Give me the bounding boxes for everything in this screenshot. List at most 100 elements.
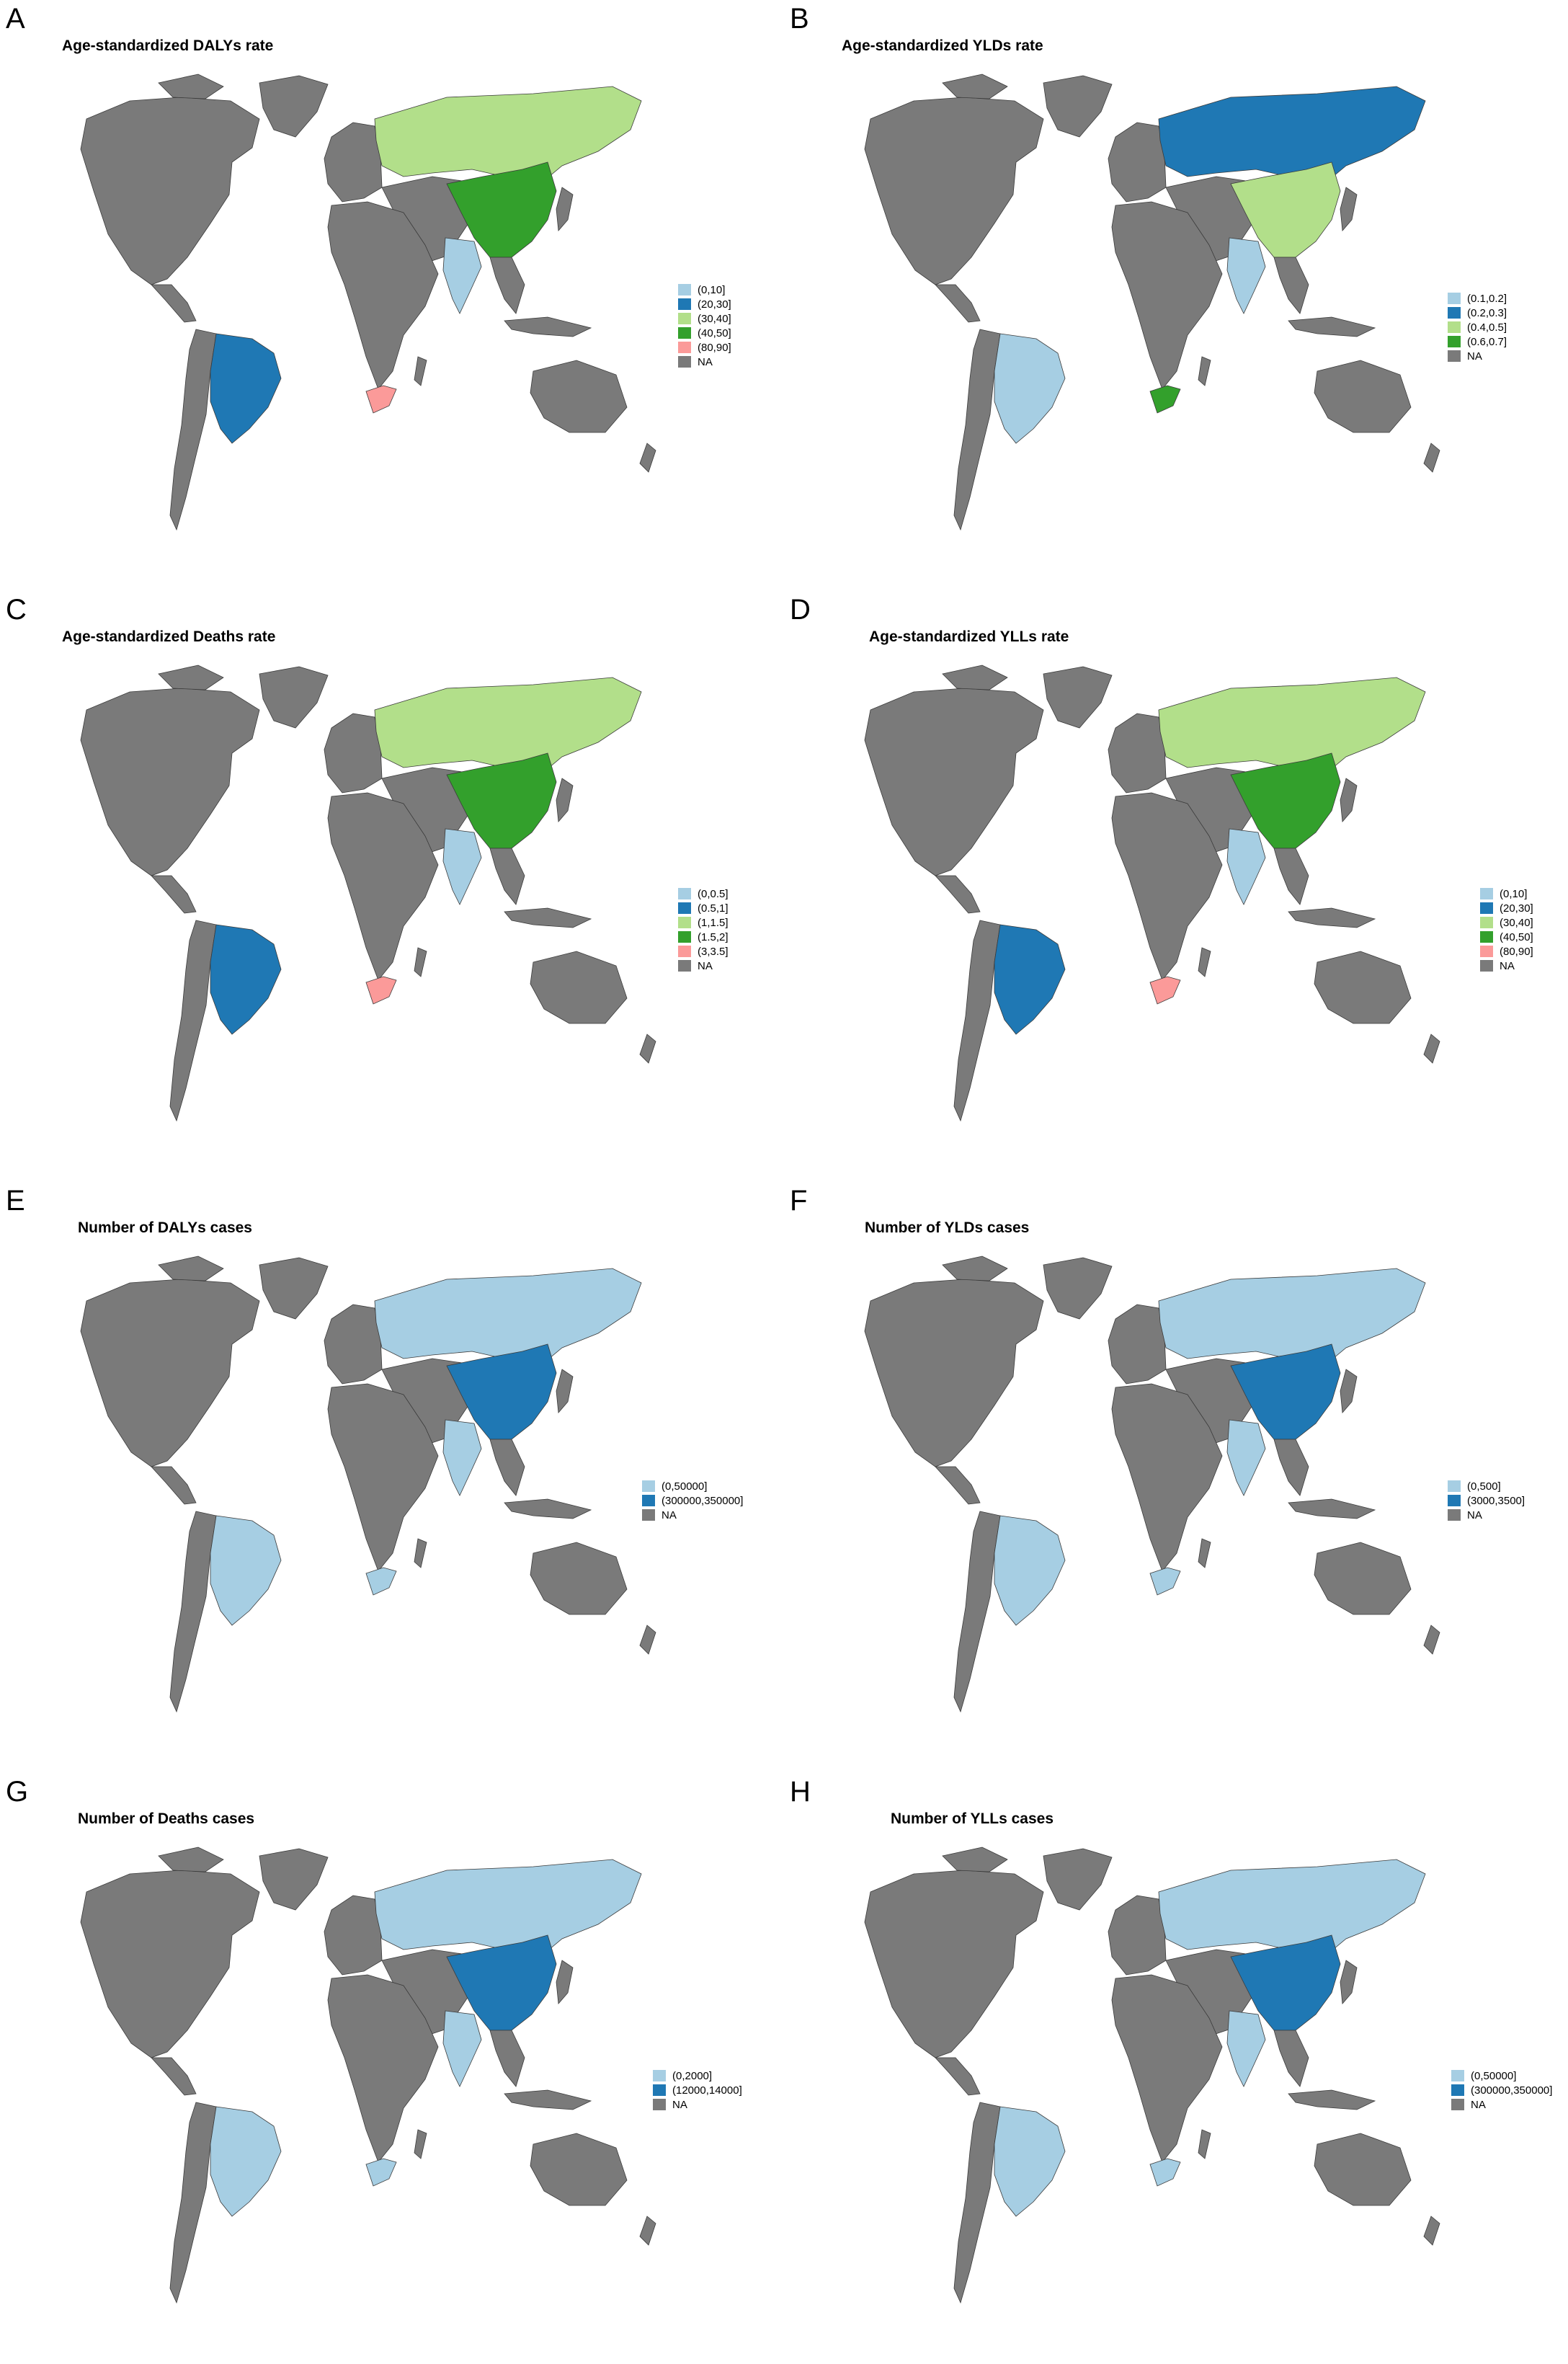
legend-label: (20,30] bbox=[698, 298, 731, 311]
map-region-north-america bbox=[864, 97, 1044, 285]
map-region-north-america bbox=[864, 1870, 1044, 2058]
map-region-brazil bbox=[210, 924, 282, 1035]
legend-item: (12000,14000] bbox=[652, 2083, 742, 2097]
legend-swatch bbox=[1447, 1508, 1461, 1521]
map-region-north-america bbox=[864, 688, 1044, 876]
map-region-europe bbox=[1108, 122, 1167, 203]
map-region-china bbox=[446, 1934, 557, 2031]
legend-swatch bbox=[677, 916, 692, 929]
panel-title: Age-standardized Deaths rate bbox=[62, 628, 276, 645]
map-region-europe bbox=[324, 122, 383, 203]
legend-label: (0.6,0.7] bbox=[1467, 335, 1507, 348]
map-region-australia bbox=[530, 2133, 628, 2206]
legend-swatch bbox=[1479, 930, 1494, 943]
legend-label: (0.5,1] bbox=[698, 902, 729, 915]
map-region-india bbox=[1226, 1419, 1266, 1496]
legend-swatch bbox=[1447, 350, 1461, 363]
map-region-europe bbox=[1108, 713, 1167, 794]
map-region-india bbox=[442, 2010, 482, 2087]
legend-swatch bbox=[1447, 335, 1461, 348]
legend-label: (30,40] bbox=[698, 312, 731, 325]
legend-swatch bbox=[1451, 2069, 1465, 2082]
map-region-china bbox=[446, 1343, 557, 1440]
map-region-brazil bbox=[994, 924, 1066, 1035]
legend-swatch bbox=[1479, 902, 1494, 915]
map-region-brazil bbox=[210, 333, 282, 444]
legend-label: (40,50] bbox=[698, 326, 731, 339]
panel-letter: H bbox=[790, 1776, 811, 1808]
legend-item: (40,50] bbox=[1479, 930, 1533, 944]
map-region-central-america bbox=[151, 875, 197, 914]
map-region-japan bbox=[1340, 187, 1358, 231]
legend-swatch bbox=[1479, 916, 1494, 929]
map-region-central-america bbox=[151, 1466, 197, 1505]
map-region-russia bbox=[1158, 1859, 1426, 1958]
legend-label: NA bbox=[698, 355, 713, 368]
legend-swatch bbox=[677, 887, 692, 900]
legend-swatch bbox=[641, 1494, 656, 1507]
map-region-africa bbox=[1111, 792, 1223, 981]
map-region-madagascar bbox=[1198, 1538, 1211, 1568]
map-region-north-america bbox=[80, 1870, 260, 2058]
map-region-south-africa bbox=[1149, 1567, 1181, 1596]
legend-item: (30,40] bbox=[1479, 915, 1533, 930]
map-region-south-america bbox=[169, 920, 217, 1122]
legend-swatch bbox=[677, 283, 692, 296]
map-region-russia bbox=[374, 677, 642, 776]
map-region-south-america bbox=[953, 329, 1001, 531]
legend-swatch bbox=[677, 959, 692, 972]
map-region-indonesia bbox=[1288, 1498, 1376, 1519]
legend-item: (1,1.5] bbox=[677, 915, 729, 930]
legend: (0,10] (20,30] (30,40] (40,50] (80,90] NA bbox=[677, 283, 731, 369]
legend-label: NA bbox=[1467, 350, 1482, 363]
map-region-new-zealand bbox=[639, 443, 656, 473]
legend-swatch bbox=[1451, 2098, 1465, 2111]
legend-item: NA bbox=[1479, 959, 1533, 973]
map-region-russia bbox=[374, 86, 642, 185]
map-region-new-zealand bbox=[1423, 443, 1440, 473]
map-region-arctic-islands bbox=[942, 665, 1008, 690]
legend-swatch bbox=[652, 2098, 667, 2111]
legend-item: (0,0.5] bbox=[677, 886, 729, 901]
map-region-russia bbox=[1158, 1268, 1426, 1367]
map-region-southeast-asia bbox=[489, 1439, 525, 1496]
map-panel-f: F Number of YLDs cases bbox=[784, 1182, 1568, 1773]
panel-letter: G bbox=[6, 1776, 29, 1808]
map-region-new-zealand bbox=[639, 2216, 656, 2246]
map-region-russia bbox=[1158, 677, 1426, 776]
world-map bbox=[80, 1256, 656, 1713]
legend-item: NA bbox=[641, 1508, 743, 1522]
map-region-central-america bbox=[151, 2057, 197, 2096]
map-region-madagascar bbox=[1198, 947, 1211, 977]
legend-label: (80,90] bbox=[698, 341, 731, 354]
map-region-greenland bbox=[1043, 666, 1113, 729]
panel-title: Number of Deaths cases bbox=[78, 1810, 255, 1827]
map-region-greenland bbox=[259, 75, 329, 138]
map-region-europe bbox=[1108, 1304, 1167, 1385]
map-region-south-america bbox=[953, 2102, 1001, 2304]
legend-item: NA bbox=[1447, 349, 1507, 363]
map-region-arctic-islands bbox=[942, 1256, 1008, 1281]
map-region-central-america bbox=[935, 875, 981, 914]
legend-item: (0,50000] bbox=[1451, 2068, 1552, 2083]
legend-label: (3000,3500] bbox=[1467, 1494, 1525, 1507]
legend-swatch bbox=[1447, 292, 1461, 305]
panel-title: Number of DALYs cases bbox=[78, 1219, 252, 1236]
map-region-indonesia bbox=[1288, 316, 1376, 337]
map-region-north-america bbox=[80, 97, 260, 285]
map-region-south-america bbox=[169, 1511, 217, 1713]
legend-label: (1.5,2] bbox=[698, 930, 729, 943]
legend-item: NA bbox=[1447, 1508, 1525, 1522]
legend-label: NA bbox=[1467, 1508, 1482, 1521]
legend-label: (0,10] bbox=[698, 283, 726, 296]
legend-item: (0.1,0.2] bbox=[1447, 291, 1507, 306]
legend-item: NA bbox=[677, 959, 729, 973]
legend-item: (0,500] bbox=[1447, 1479, 1525, 1493]
legend-item: NA bbox=[1451, 2097, 1552, 2112]
map-region-south-africa bbox=[365, 976, 397, 1005]
map-region-africa bbox=[1111, 201, 1223, 390]
map-region-arctic-islands bbox=[942, 74, 1008, 99]
legend-label: (0,500] bbox=[1467, 1480, 1501, 1493]
legend-item: NA bbox=[652, 2097, 742, 2112]
panel-letter: A bbox=[6, 3, 25, 35]
